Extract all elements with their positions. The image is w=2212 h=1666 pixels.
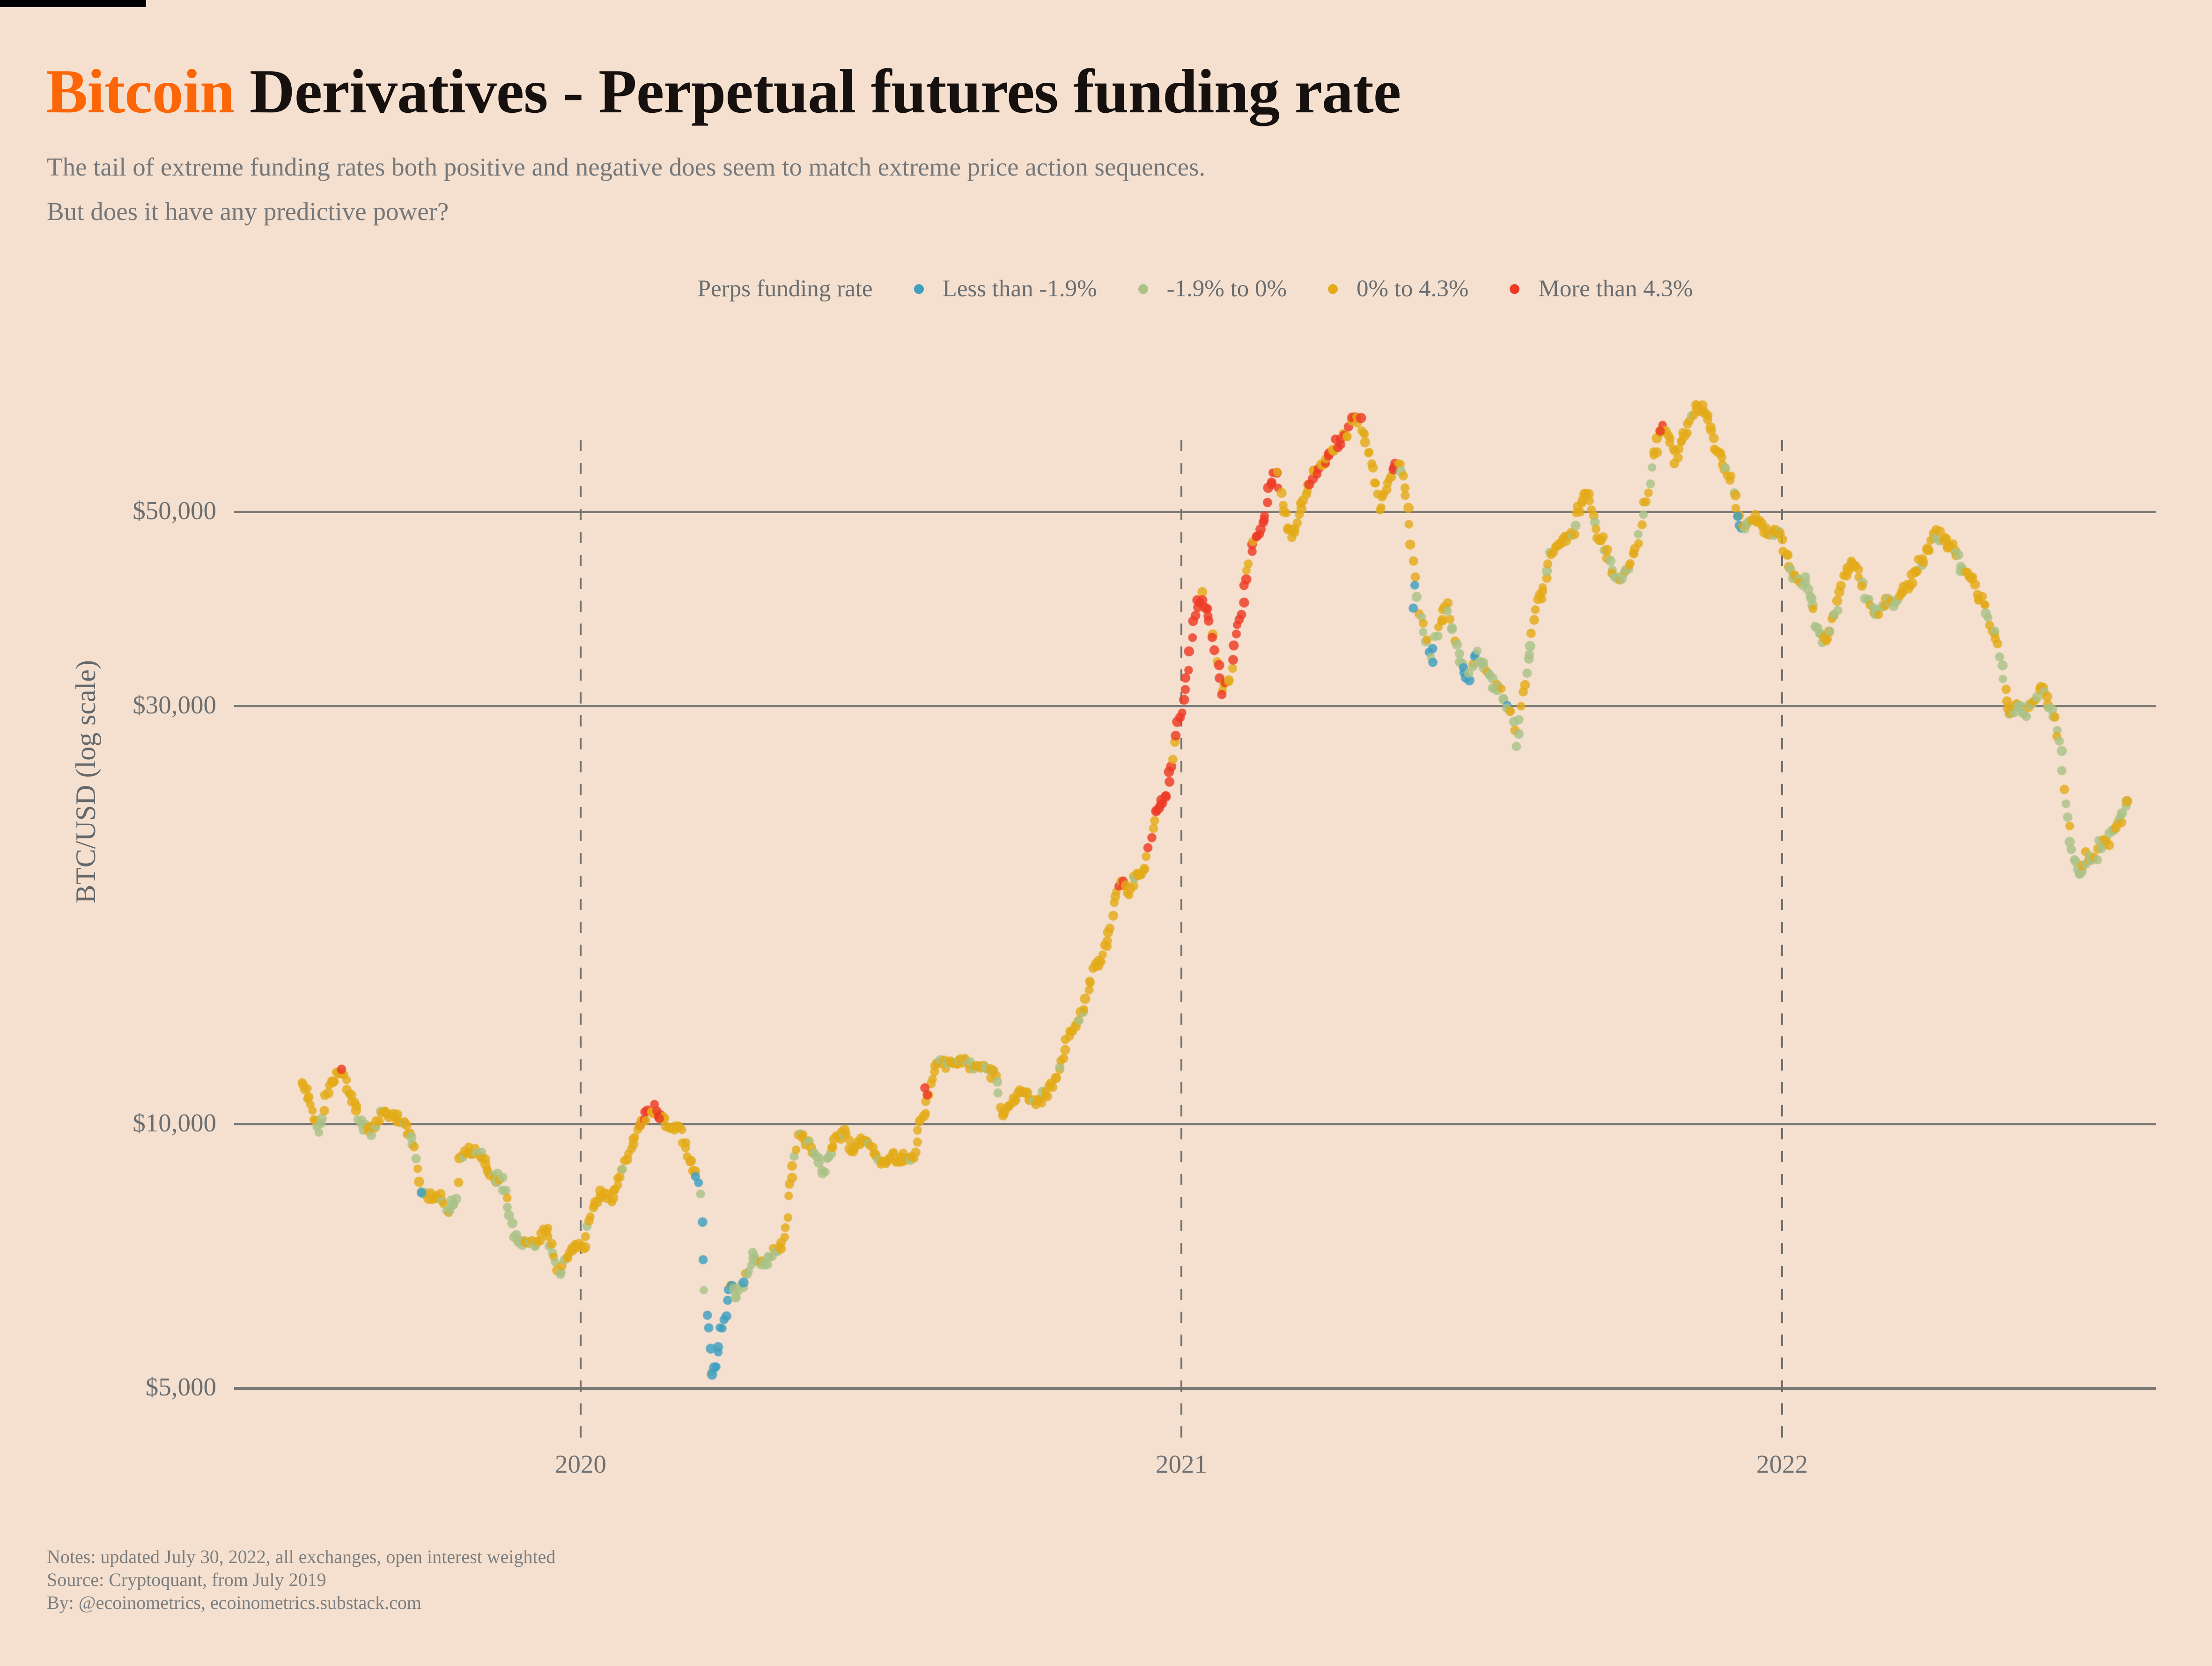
notes-line: Notes: updated July 30, 2022, all exchan… bbox=[47, 1546, 556, 1567]
footer-notes: Notes: updated July 30, 2022, all exchan… bbox=[47, 1546, 1452, 1614]
by-line: By: @ecoinometrics, ecoinometrics.substa… bbox=[47, 1592, 421, 1613]
source-line: Source: Cryptoquant, from July 2019 bbox=[47, 1569, 326, 1590]
